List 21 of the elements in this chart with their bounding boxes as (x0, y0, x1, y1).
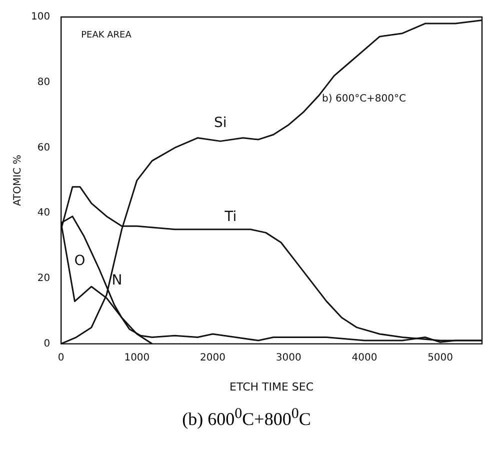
x-tick-label: 3000 (276, 352, 302, 364)
annotation: b) 600°C+800°C (322, 93, 406, 104)
y-tick-label: 40 (37, 208, 50, 219)
text: (b) 600$^{0}$C+800$^{0}$C (181, 406, 312, 430)
series-label: Ti (224, 209, 237, 226)
x-tick-label: 1000 (124, 352, 150, 364)
x-tick-label: 4000 (352, 352, 378, 364)
series-label: O (74, 252, 86, 269)
x-tick-label: 5000 (428, 352, 454, 364)
series-label: N (112, 272, 122, 288)
y-axis-title: ATOMIC % (12, 154, 24, 206)
y-tick-label: 20 (37, 273, 50, 284)
series-label: Si (214, 114, 227, 131)
y-tick-label: 100 (30, 12, 50, 23)
x-tick-label: 0 (58, 352, 64, 364)
annotation: PEAK AREA (81, 30, 132, 40)
x-axis-title: ETCH TIME SEC (230, 380, 314, 394)
y-tick-label: 80 (37, 76, 50, 88)
x-tick-label: 2000 (200, 352, 226, 364)
y-tick-label: 60 (37, 142, 50, 154)
y-tick-label: 0 (44, 338, 50, 350)
